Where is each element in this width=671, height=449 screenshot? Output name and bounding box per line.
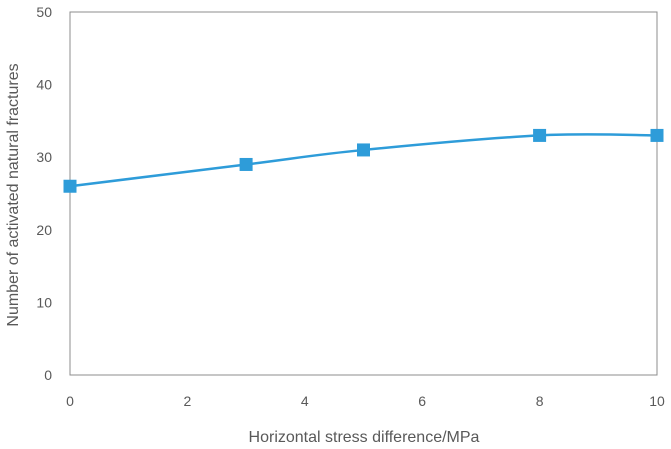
x-tick-label: 6	[418, 393, 426, 409]
x-axis-title: Horizontal stress difference/MPa	[249, 429, 480, 446]
y-tick-label: 30	[36, 149, 52, 165]
data-point-marker	[239, 157, 253, 171]
data-point-marker	[533, 128, 547, 142]
x-tick-label: 4	[301, 393, 309, 409]
series-line	[68, 133, 659, 188]
data-point-marker	[650, 128, 664, 142]
y-tick-label: 10	[36, 294, 52, 310]
series-layer	[63, 128, 664, 193]
tick-labels: 0 2 4 6 8 10 0 10 20 30 40 50	[36, 4, 665, 409]
y-axis-title: Number of activated natural fractures	[5, 63, 22, 326]
data-point-marker	[357, 143, 370, 157]
y-tick-label: 40	[36, 77, 52, 93]
y-tick-label: 0	[44, 367, 52, 383]
y-tick-label: 20	[36, 222, 52, 238]
plot-frame	[69, 11, 658, 376]
axes	[69, 11, 658, 376]
x-tick-label: 10	[649, 393, 665, 409]
x-tick-label: 2	[184, 393, 192, 409]
x-tick-label: 8	[536, 393, 544, 409]
data-point-marker	[63, 179, 77, 193]
y-tick-label: 50	[36, 4, 52, 20]
x-tick-label: 0	[66, 393, 74, 409]
